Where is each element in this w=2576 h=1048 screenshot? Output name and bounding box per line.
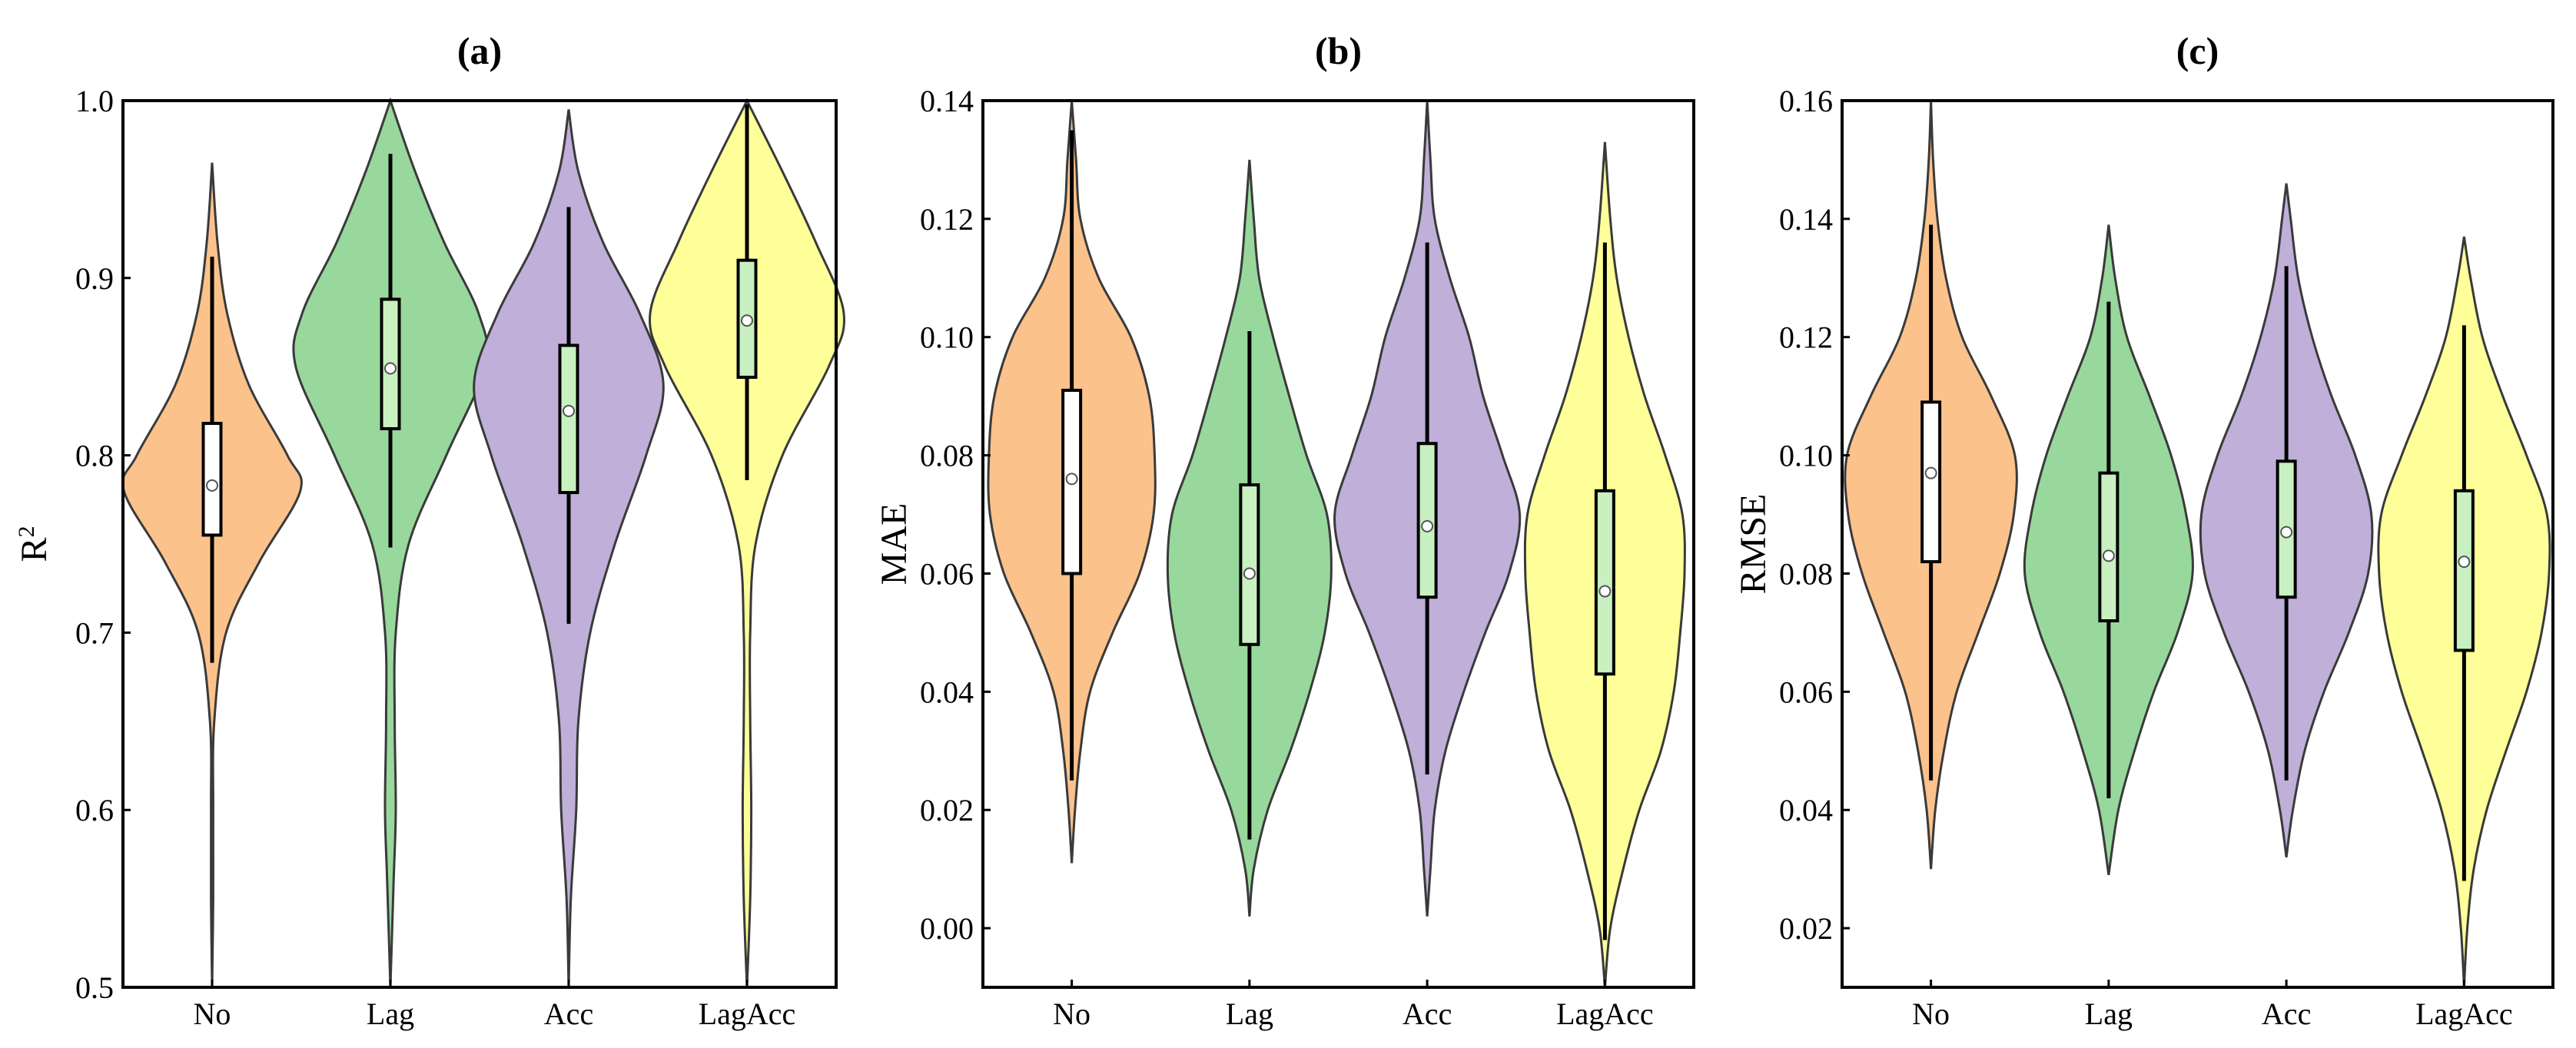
median-marker-lagacc bbox=[741, 314, 753, 327]
iqr-box-lagacc bbox=[1594, 489, 1615, 676]
panel-title: (a) bbox=[457, 29, 502, 72]
iqr-box-lag bbox=[2098, 471, 2120, 623]
x-tick-label-acc: Acc bbox=[1403, 997, 1452, 1031]
y-tick-label: 0.06 bbox=[1779, 675, 1833, 709]
iqr-box-lag bbox=[1239, 483, 1260, 646]
plot-frame bbox=[981, 99, 1695, 989]
iqr-box-acc bbox=[558, 343, 579, 495]
x-tick-label-no: No bbox=[1912, 997, 1950, 1031]
x-tick-label-lag: Lag bbox=[2085, 997, 2133, 1031]
panel-b: (b) MAE 0.00 0.02 0.04 0.06 0.08 0.10 0.12 0.14 No… bbox=[874, 29, 1695, 1031]
x-tick-label-lagacc: LagAcc bbox=[1556, 997, 1654, 1031]
y-tick-label: 0.5 bbox=[75, 970, 114, 1005]
median-marker-no bbox=[206, 479, 218, 492]
y-tick-label: 0.08 bbox=[920, 439, 974, 473]
y-tick-label: 0.08 bbox=[1779, 556, 1833, 591]
y-axis-label: RMSE bbox=[1733, 494, 1774, 595]
plot-frame bbox=[121, 99, 838, 989]
y-tick-label: 0.02 bbox=[920, 793, 974, 827]
y-tick-label: 0.10 bbox=[920, 320, 974, 355]
y-tick-label: 0.00 bbox=[920, 911, 974, 946]
y-tick-label: 0.06 bbox=[920, 556, 974, 591]
y-tick-label: 0.04 bbox=[1779, 793, 1833, 827]
panel-title: (c) bbox=[2176, 29, 2219, 72]
x-tick-label-lagacc: LagAcc bbox=[2415, 997, 2513, 1031]
median-marker-acc bbox=[2280, 526, 2293, 539]
x-tick-label-no: No bbox=[1053, 997, 1090, 1031]
y-tick-label: 0.8 bbox=[75, 439, 114, 473]
panel-c: (c) RMSE 0.02 0.04 0.06 0.08 0.10 0.12 0.14 0.16 N… bbox=[1733, 29, 2554, 1031]
y-tick-label: 0.10 bbox=[1779, 439, 1833, 473]
y-tick-label: 0.14 bbox=[920, 84, 974, 118]
x-tick-label-acc: Acc bbox=[544, 997, 593, 1031]
x-tick-label-lagacc: LagAcc bbox=[699, 997, 796, 1031]
median-marker-acc bbox=[563, 404, 575, 417]
x-tick-label-lag: Lag bbox=[1226, 997, 1273, 1031]
median-marker-lag bbox=[384, 362, 397, 375]
median-marker-lagacc bbox=[2458, 556, 2471, 569]
y-axis-label-superscript: 2 bbox=[14, 526, 39, 537]
x-tick-label-no: No bbox=[194, 997, 231, 1031]
iqr-box-no bbox=[1920, 400, 1942, 564]
x-tick-label-lag: Lag bbox=[367, 997, 414, 1031]
median-marker-acc bbox=[1421, 519, 1434, 532]
panel-a: (a)R20.50.60.70.80.91.0No Lag Acc LagAcc bbox=[14, 29, 846, 1031]
iqr-box-lagacc bbox=[2453, 489, 2475, 652]
median-marker-lagacc bbox=[1598, 585, 1612, 598]
median-marker-lag bbox=[1243, 567, 1256, 580]
y-axis-label: R2 bbox=[14, 526, 55, 562]
median-marker-no bbox=[1065, 473, 1078, 486]
y-tick-label: 0.04 bbox=[920, 675, 974, 709]
y-tick-label: 0.14 bbox=[1779, 202, 1833, 237]
median-marker-no bbox=[1924, 466, 1937, 479]
y-tick-label: 0.16 bbox=[1779, 84, 1833, 118]
y-tick-label: 0.7 bbox=[75, 615, 114, 650]
y-tick-label: 0.12 bbox=[920, 202, 974, 237]
y-axis-label: MAE bbox=[874, 503, 915, 585]
y-tick-label: 0.02 bbox=[1779, 911, 1833, 946]
y-tick-label: 0.9 bbox=[75, 261, 114, 296]
y-tick-label: 1.0 bbox=[75, 84, 114, 118]
plot-frame bbox=[1841, 99, 2554, 989]
iqr-box-no bbox=[201, 422, 223, 537]
x-tick-label-acc: Acc bbox=[2262, 997, 2311, 1031]
median-marker-lag bbox=[2102, 549, 2115, 562]
panel-title: (b) bbox=[1315, 29, 1362, 72]
y-tick-label: 0.6 bbox=[75, 793, 114, 827]
y-tick-label: 0.12 bbox=[1779, 320, 1833, 355]
